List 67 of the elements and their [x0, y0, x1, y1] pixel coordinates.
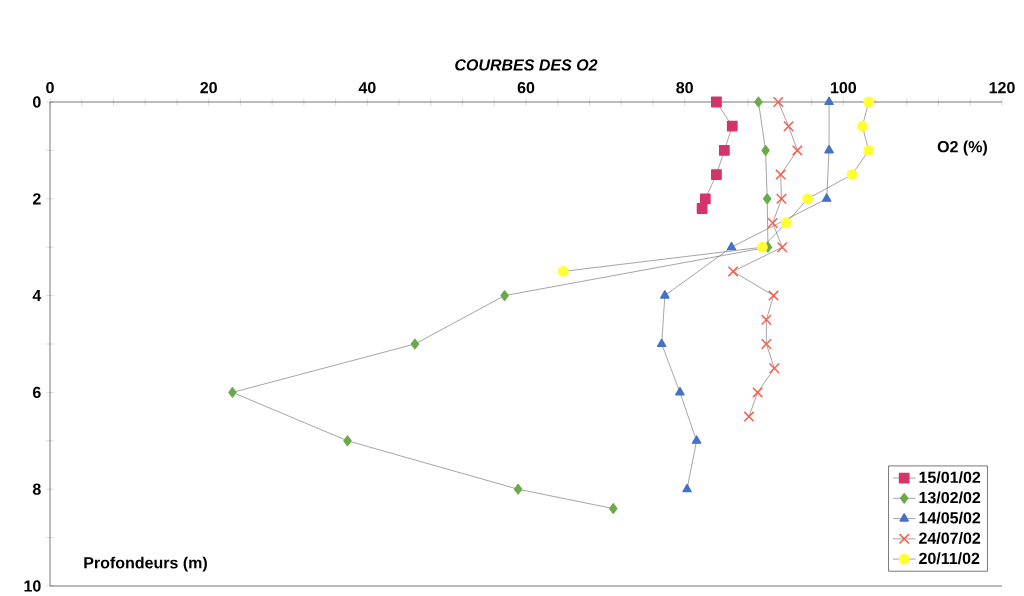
point — [775, 169, 787, 181]
point — [711, 169, 722, 181]
point — [711, 96, 722, 108]
legend-label: 24/07/02 — [919, 532, 981, 544]
point — [802, 193, 814, 205]
point — [767, 217, 779, 229]
point — [752, 386, 764, 398]
point — [727, 265, 739, 277]
point — [557, 266, 569, 277]
point — [696, 203, 708, 214]
point — [500, 290, 509, 302]
legend-label: 20/11/02 — [919, 552, 980, 565]
point — [228, 387, 237, 398]
point — [760, 314, 772, 326]
x-tick-label: 100 — [831, 81, 857, 94]
point — [768, 290, 779, 302]
point — [699, 193, 711, 205]
x-tick-label: 40 — [358, 81, 376, 94]
y-axis-title: Profondeurs (m) — [84, 556, 207, 572]
point — [675, 387, 685, 396]
chart-title: COURBES DES O2 — [455, 59, 598, 71]
point — [757, 241, 768, 253]
point — [863, 145, 875, 156]
point — [513, 483, 523, 495]
legend-label: 15/01/02 — [919, 471, 981, 484]
y-tick-label: 10 — [24, 580, 41, 592]
point — [656, 338, 667, 348]
point — [783, 120, 795, 132]
point — [824, 96, 834, 106]
point — [660, 290, 670, 299]
legend-label: 13/02/02 — [919, 491, 981, 504]
point — [824, 145, 834, 154]
point — [768, 362, 780, 374]
point — [772, 96, 784, 108]
point — [682, 483, 692, 493]
point — [821, 193, 832, 202]
point — [863, 96, 875, 108]
point — [776, 193, 787, 205]
point — [856, 120, 868, 132]
point — [726, 241, 737, 251]
x-tick-label: 60 — [517, 81, 535, 94]
point — [754, 96, 763, 108]
point — [743, 411, 755, 423]
x-tick-label: 0 — [46, 81, 54, 94]
point — [726, 120, 738, 132]
y-tick-label: 2 — [32, 193, 41, 205]
point — [780, 217, 792, 229]
y-tick-label: 4 — [32, 290, 42, 302]
x-tick-label: 20 — [200, 81, 217, 94]
legend-label: 14/05/02 — [919, 511, 981, 524]
point — [410, 338, 420, 350]
point — [718, 145, 730, 156]
x-axis-title: O2 (%) — [937, 140, 987, 156]
x-tick-label: 80 — [676, 81, 693, 94]
point — [762, 193, 772, 205]
point — [791, 144, 803, 156]
point — [691, 435, 702, 444]
point — [760, 338, 772, 350]
x-tick-label: 120 — [989, 81, 1015, 94]
y-tick-label: 6 — [32, 386, 41, 399]
y-tick-label: 8 — [32, 483, 41, 495]
point — [846, 169, 858, 181]
y-tick-label: 0 — [33, 96, 41, 108]
point — [761, 145, 770, 156]
point — [609, 503, 618, 514]
point — [343, 435, 352, 447]
point — [776, 241, 788, 253]
